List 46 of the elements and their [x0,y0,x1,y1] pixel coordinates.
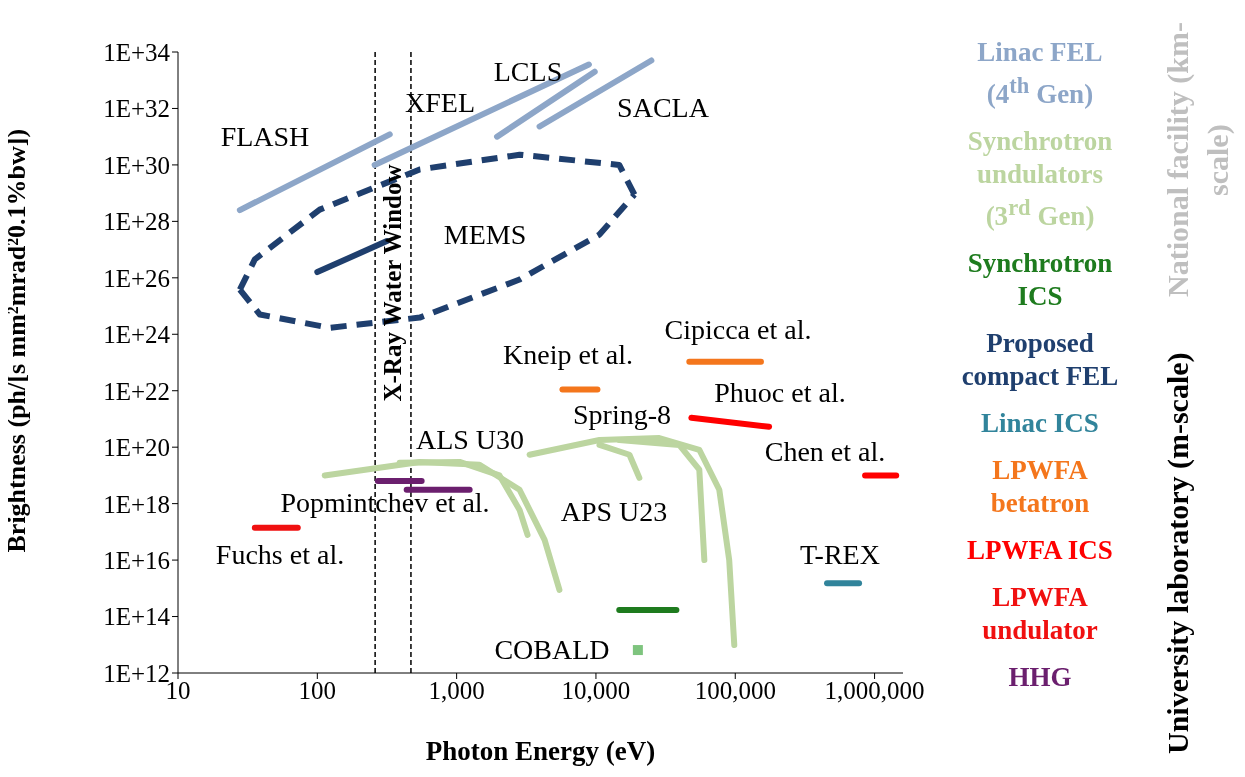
x-tick-label: 1,000,000 [824,676,925,704]
text: National facility (km-scale) [1160,21,1235,300]
y-tick-label: 1E+22 [103,377,170,405]
text: Synchrotron ICS [966,247,1114,313]
text: LPWFA betatron [989,454,1091,520]
y-tick-label: 1E+16 [103,546,170,574]
text: University laboratory (m-scale) [1160,351,1195,756]
y-axis-title: Brightness (ph/[s mm²mrad²0.1%bw]) [2,128,32,553]
x-axis-title: Photon Energy (eV) [425,736,656,766]
annotation: Phuoc et al. [714,377,846,408]
annotation: T-REX [800,539,880,570]
y-tick-label: 1E+26 [103,264,170,292]
annotation: Spring-8 [573,399,671,430]
annotation: ALS U30 [415,424,525,455]
annotation: Kneip et al. [503,339,633,370]
y-tick-label: 1E+20 [103,434,170,462]
text: Synchrotron undulators (3$^{rd}$ Gen) [966,125,1114,233]
annotation: Popmintchev et al. [280,487,490,518]
y-tick-label: 1E+28 [103,208,170,236]
text: Proposed compact FEL [960,327,1120,393]
text: Linac FEL (4$^{th}$ Gen) [976,36,1104,111]
annotation: Cipicca et al. [664,314,812,345]
y-tick-label: 1E+34 [103,38,171,66]
y-tick-label: 1E+30 [103,151,170,179]
annotation: X-Ray Water Window [378,164,407,402]
annotation: XFEL [405,87,475,118]
text: LPWFA ICS [966,534,1114,567]
y-tick-label: 1E+14 [103,603,171,631]
x-tick-label: 1,000 [428,676,485,704]
annotation: LCLS [493,56,563,87]
y-tick-label: 1E+32 [103,95,170,123]
annotation: Chen et al. [764,436,886,467]
annotation: APS U23 [560,496,668,527]
annotation: FLASH [220,121,310,152]
y-tick-label: 1E+18 [103,490,170,518]
text: LPWFA undulator [981,581,1099,647]
text: Linac ICS [980,407,1100,440]
y-tick-label: 1E+24 [103,321,171,349]
x-tick-label: 10,000 [561,676,631,704]
annotation: COBALD [494,634,610,665]
x-tick-label: 100,000 [694,676,776,704]
annotation: MEMS [443,219,527,250]
annotation: SACLA [617,92,709,123]
x-tick-label: 100 [298,676,337,704]
annotation: Fuchs et al. [215,539,345,570]
text: HHG [1007,661,1073,694]
